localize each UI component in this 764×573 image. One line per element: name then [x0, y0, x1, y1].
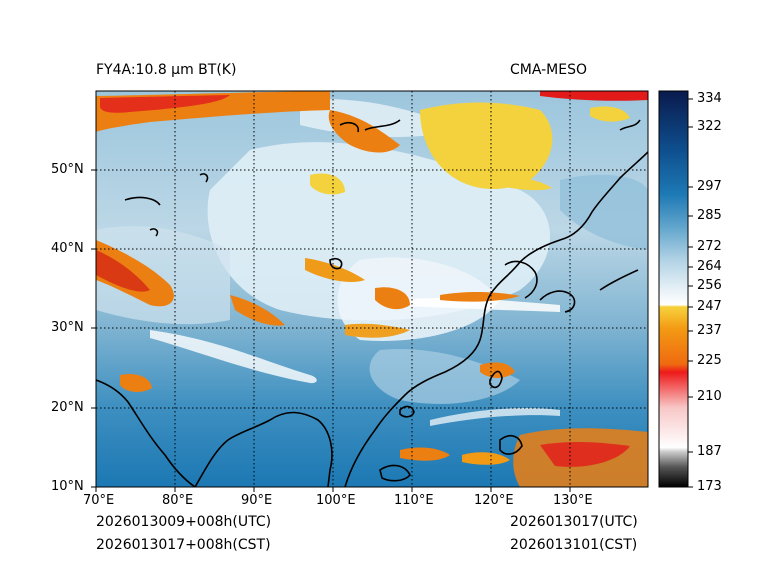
colorbar-tick-label: 247 [697, 299, 722, 314]
brightness-temperature-field [96, 91, 648, 487]
colorbar-tick-label: 256 [697, 278, 722, 293]
valid-time-cst: 2026013101(CST) [510, 537, 638, 553]
axis-tick-marks [91, 169, 571, 492]
colorbar-tick-label: 225 [697, 353, 722, 368]
map-title: FY4A:10.8 µm BT(K) [96, 62, 237, 78]
colorbar-frame [658, 90, 689, 488]
lat-tick-label: 30°N [51, 320, 84, 335]
lon-tick-label: 130°E [553, 493, 593, 508]
lat-tick-label: 20°N [51, 400, 84, 415]
colorbar-tick-label: 187 [697, 444, 722, 459]
map-frame [95, 90, 649, 488]
lat-tick-label: 10°N [51, 479, 84, 494]
colorbar-tick-label: 322 [697, 119, 722, 134]
lon-tick-label: 70°E [83, 493, 115, 508]
colorbar-tick-marks [688, 98, 693, 488]
colorbar-tick-label: 334 [697, 91, 722, 106]
colorbar-tick-label: 264 [697, 259, 722, 274]
colorbar-tick-label: 272 [697, 239, 722, 254]
colorbar-tick-label: 285 [697, 208, 722, 223]
graticule [96, 91, 648, 487]
lat-tick-label: 50°N [51, 162, 84, 177]
lon-tick-label: 80°E [162, 493, 194, 508]
lat-tick-label: 40°N [51, 241, 84, 256]
lon-tick-label: 110°E [394, 493, 434, 508]
colorbar-tick-label: 297 [697, 179, 722, 194]
colorbar-tick-label: 173 [697, 479, 722, 494]
lon-tick-label: 90°E [241, 493, 273, 508]
init-time-cst: 2026013017+008h(CST) [96, 537, 271, 553]
colorbar-tick-label: 210 [697, 389, 722, 404]
colorbar-tick-label: 237 [697, 323, 722, 338]
lon-tick-label: 120°E [474, 493, 514, 508]
colorbar-gradient [659, 91, 688, 487]
valid-time-utc: 2026013017(UTC) [510, 514, 638, 530]
model-name: CMA-MESO [510, 62, 588, 78]
init-time-utc: 2026013009+008h(UTC) [96, 514, 272, 530]
lon-tick-label: 100°E [316, 493, 356, 508]
